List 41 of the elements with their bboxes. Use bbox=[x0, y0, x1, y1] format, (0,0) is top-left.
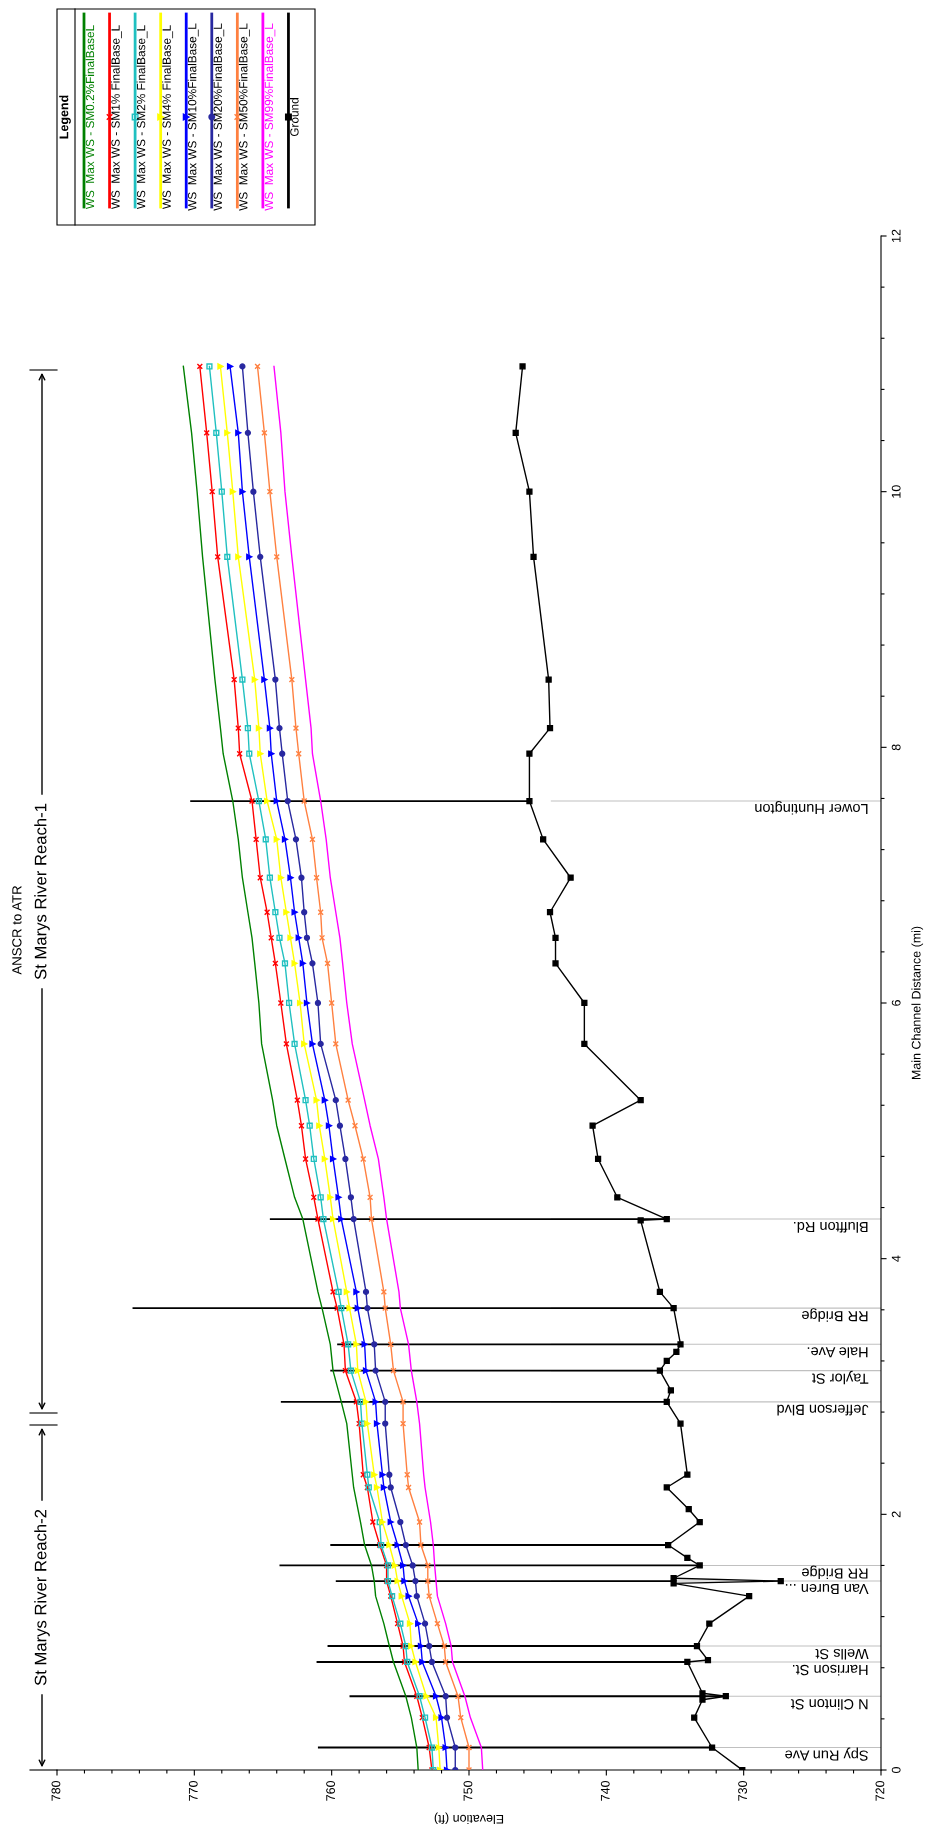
y-tick-label: 12 bbox=[891, 229, 901, 242]
text: ANSCR to ATR bbox=[12, 886, 22, 975]
y-tick-label: 2 bbox=[891, 1511, 901, 1518]
ref-line-label: Lower Huntington bbox=[755, 801, 868, 815]
text: WS Max WS - SM0.2%FinalBaseL bbox=[85, 25, 95, 210]
y-tick-label: 6 bbox=[891, 1000, 901, 1006]
x-tick-label: 780 bbox=[51, 1780, 61, 1801]
y-axis-title: Main Channel Distance (mi) bbox=[911, 926, 924, 1080]
x-tick-label: 750 bbox=[463, 1780, 473, 1801]
legend-label: WS Max WS - SM2% FinalBase_L bbox=[136, 25, 148, 210]
y-tick-label: 4 bbox=[891, 1255, 901, 1262]
legend-label: WS Max WS - SM10%FinalBase_L bbox=[187, 23, 199, 211]
legend-title: Legend bbox=[59, 95, 71, 139]
ref-line-label: Harrison St. bbox=[792, 1664, 868, 1676]
y-tick-label: 10 bbox=[891, 485, 901, 498]
ref-line-label: Spy Run Ave bbox=[785, 1747, 868, 1761]
x-tick-label: 730 bbox=[738, 1780, 748, 1801]
ref-line-label: RR Bridge bbox=[802, 1308, 868, 1322]
legend-label: WS Max WS - SM4% FinalBase_L bbox=[162, 25, 174, 210]
text: St Marys River Reach-2 bbox=[34, 1509, 50, 1686]
ref-line-label: Bluffton Rd. bbox=[794, 1221, 868, 1233]
x-tick-label: 760 bbox=[326, 1780, 336, 1801]
ref-line-label: Hale Ave. bbox=[807, 1347, 868, 1358]
x-tick-label: 770 bbox=[188, 1780, 198, 1801]
legend-label: WS Max WS - SM20%FinalBase_L bbox=[213, 23, 225, 211]
ref-line-label: Jefferson Blvd bbox=[777, 1404, 869, 1416]
y-tick-label: 8 bbox=[891, 744, 901, 751]
y-tick-label: 0 bbox=[891, 1767, 901, 1773]
x-tick-label: 740 bbox=[600, 1780, 610, 1801]
legend-label: Ground bbox=[289, 98, 299, 137]
legend-label: WS Max WS - SM50%FinalBase_L bbox=[238, 23, 250, 211]
ref-line-label: RR Bridge bbox=[802, 1565, 868, 1580]
x-tick-label: 720 bbox=[875, 1780, 885, 1801]
x-axis-title: Elevation (ft) bbox=[434, 1812, 504, 1825]
ref-line-label: Wells St bbox=[815, 1648, 869, 1660]
legend-label: WS Max WS - SM1% FinalBase_L bbox=[111, 25, 122, 210]
text: WS Max WS - SM99%FinalBase_L bbox=[264, 23, 276, 211]
text: St Marys River Reach-1 bbox=[34, 803, 50, 980]
ref-line-label: Van Buren ... bbox=[785, 1583, 869, 1595]
ref-line-label: N Clinton St bbox=[790, 1699, 868, 1710]
ref-line-label: Taylor St bbox=[812, 1370, 869, 1385]
